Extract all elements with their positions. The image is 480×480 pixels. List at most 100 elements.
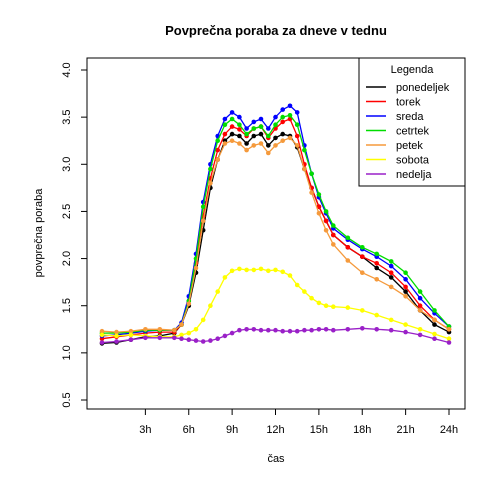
data-point <box>251 143 257 148</box>
legend-item: sreda <box>366 111 424 123</box>
data-point <box>200 339 206 344</box>
data-point <box>280 269 286 275</box>
data-point <box>280 119 286 125</box>
data-point <box>258 141 264 146</box>
data-point <box>244 327 249 332</box>
data-point <box>200 317 206 323</box>
data-point <box>417 332 423 338</box>
data-point <box>222 116 228 122</box>
data-point <box>331 242 336 247</box>
data-point <box>316 192 322 197</box>
legend-label: nedelja <box>396 169 432 181</box>
data-point <box>266 327 271 333</box>
data-point <box>432 336 437 342</box>
data-point <box>374 277 380 282</box>
data-point <box>186 301 192 307</box>
data-point <box>309 171 314 176</box>
y-tick-label: 0.5 <box>61 392 73 407</box>
data-point <box>417 303 423 309</box>
data-point <box>266 133 271 139</box>
series-layer <box>99 103 452 346</box>
x-tick-label: 3h <box>139 424 151 436</box>
data-point <box>193 265 199 271</box>
data-point <box>157 335 163 341</box>
legend: Legenda ponedeljek torek sreda cetrtek petek… <box>358 57 466 187</box>
data-point <box>157 327 163 332</box>
data-point <box>222 122 228 127</box>
data-point <box>251 133 257 139</box>
data-point <box>179 332 184 338</box>
data-point <box>229 131 235 137</box>
data-point <box>287 135 293 141</box>
y-axis: 0.5 1.0 1.5 2.0 2.5 3.0 3.5 4.0 <box>61 62 87 408</box>
data-point <box>251 119 257 125</box>
legend-label: sobota <box>396 155 430 167</box>
data-point <box>432 317 437 323</box>
data-point <box>309 295 314 301</box>
data-point <box>323 209 329 214</box>
data-point <box>345 305 351 310</box>
y-tick-label: 2.5 <box>61 204 73 219</box>
data-point <box>179 322 184 327</box>
data-point <box>208 180 213 186</box>
data-point <box>287 113 293 118</box>
data-point <box>244 126 249 131</box>
data-point <box>237 133 242 139</box>
data-point <box>179 336 184 342</box>
data-point <box>432 322 437 327</box>
data-point <box>446 327 452 332</box>
y-tick-label: 4.0 <box>61 62 73 77</box>
data-point <box>200 204 206 209</box>
data-point <box>323 303 329 309</box>
legend-item: cetrtek <box>366 126 430 138</box>
data-point <box>215 147 220 153</box>
data-point <box>229 124 235 129</box>
data-point <box>193 338 199 343</box>
data-point <box>229 110 235 115</box>
data-point <box>316 300 322 306</box>
data-point <box>360 270 365 276</box>
data-point <box>273 327 278 333</box>
data-point <box>323 218 329 224</box>
legend-item: ponedeljek <box>366 82 450 94</box>
x-tick-label: 24h <box>440 424 458 436</box>
data-point <box>294 282 300 288</box>
data-point <box>280 107 286 112</box>
data-point <box>128 337 134 343</box>
data-point <box>302 327 307 333</box>
legend-item: torek <box>366 97 421 109</box>
data-point <box>294 133 300 139</box>
data-point <box>374 261 380 266</box>
data-point <box>403 270 408 276</box>
y-tick-label: 2.0 <box>61 251 73 266</box>
data-point <box>287 328 293 334</box>
data-point <box>374 265 380 271</box>
data-point <box>309 327 314 333</box>
data-point <box>266 126 271 131</box>
data-point <box>215 157 220 162</box>
data-point <box>287 103 293 109</box>
data-point <box>273 135 278 141</box>
data-point <box>446 336 452 342</box>
data-point <box>215 336 220 342</box>
data-point <box>388 263 394 269</box>
data-point <box>417 327 423 332</box>
data-point <box>374 327 380 332</box>
legend-item: petek <box>366 140 423 152</box>
data-point <box>208 303 213 309</box>
data-point <box>302 147 307 153</box>
data-point <box>229 138 235 143</box>
y-tick-label: 1.0 <box>61 345 73 360</box>
data-point <box>208 338 213 343</box>
data-point <box>273 267 278 273</box>
data-point <box>251 327 257 332</box>
y-tick-label: 3.0 <box>61 157 73 172</box>
data-point <box>273 143 278 148</box>
data-point <box>403 284 408 290</box>
data-point <box>244 147 249 153</box>
x-tick-label: 12h <box>266 424 284 436</box>
data-point <box>403 322 408 327</box>
data-point <box>309 190 314 195</box>
data-point <box>388 317 394 323</box>
